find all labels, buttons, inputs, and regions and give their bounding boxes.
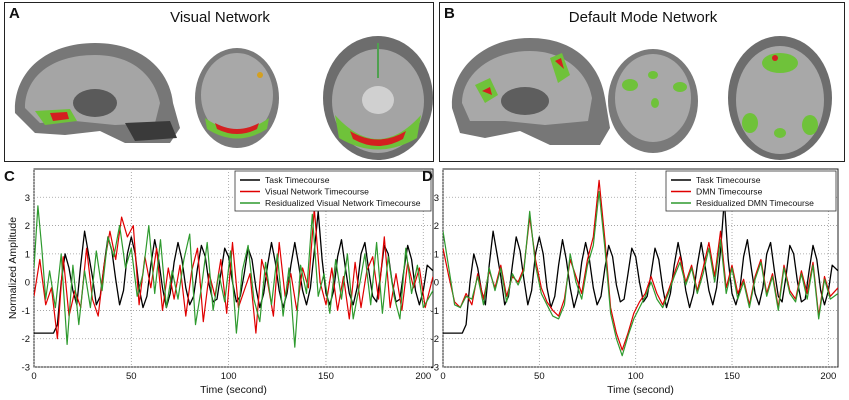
- x-tick-label: 100: [628, 371, 644, 382]
- y-tick-label: -3: [431, 363, 439, 374]
- axial-slice-image: [323, 36, 433, 160]
- legend-label-1: Task Timecourse: [265, 175, 330, 185]
- panel-b-letter: B: [444, 5, 455, 22]
- x-tick-label: 200: [415, 371, 431, 382]
- panel-letter: D: [422, 168, 433, 185]
- series-line-3: [34, 205, 433, 348]
- panel-a-box: A Visual Network: [4, 2, 434, 162]
- x-tick-label: 100: [221, 371, 237, 382]
- x-axis-label: Time (second): [200, 384, 267, 396]
- x-tick-label: 50: [534, 371, 545, 382]
- series-group: [443, 179, 838, 357]
- legend-label-2: DMN Timecourse: [696, 187, 763, 197]
- y-tick-label: 0: [434, 278, 439, 289]
- legend-label-1: Task Timecourse: [696, 175, 761, 185]
- y-tick-label: -1: [431, 306, 439, 317]
- x-tick-label: 50: [126, 371, 137, 382]
- y-tick-label: -2: [431, 334, 439, 345]
- panel-a-title: Visual Network: [170, 9, 270, 26]
- x-tick-label: 0: [31, 371, 36, 382]
- legend-box: [665, 170, 837, 212]
- coronal-slice-image: [195, 48, 279, 148]
- sagittal-slice-image: [451, 38, 610, 145]
- x-tick-label: 200: [820, 371, 836, 382]
- panel-b-brain-images: [451, 36, 832, 160]
- x-tick-label: 150: [318, 371, 334, 382]
- coronal-slice-image: [608, 49, 698, 153]
- chart-panel-c: -3 -2 -1 0 1 2 3 0 50 100 150 200 Time (second) C Task…: [4, 168, 434, 396]
- panel-a-letter: A: [9, 5, 20, 22]
- panel-b-title: Default Mode Network: [568, 9, 718, 26]
- y-tick-label: 0: [25, 278, 30, 289]
- legend-label-3: Residualized Visual Network Timecourse: [265, 198, 421, 208]
- y-tick-label: 1: [434, 249, 439, 260]
- panel-a-brain-images: [14, 36, 433, 160]
- y-tick-label: 2: [434, 221, 439, 232]
- y-tick-label: -2: [22, 334, 30, 345]
- y-tick-label: 3: [25, 193, 30, 204]
- sagittal-slice-image: [14, 43, 181, 143]
- series-line-3: [443, 191, 838, 357]
- x-axis-label: Time (second): [607, 384, 674, 396]
- panel-letter: C: [4, 168, 15, 185]
- x-tick-label: 0: [440, 371, 445, 382]
- y-tick-label: -3: [22, 363, 30, 374]
- legend-box: [234, 170, 432, 212]
- panel-b-box: B Default Mode Network: [439, 2, 845, 162]
- series-group: [34, 205, 433, 348]
- legend-label-2: Visual Network Timecourse: [265, 187, 369, 197]
- series-line-1: [443, 199, 838, 334]
- y-tick-label: -1: [22, 306, 30, 317]
- x-tick-label: 150: [724, 371, 740, 382]
- series-line-2: [34, 207, 433, 340]
- axial-slice-image: [728, 36, 832, 160]
- y-tick-label: 3: [434, 193, 439, 204]
- y-tick-label: 1: [25, 249, 30, 260]
- y-tick-label: 2: [25, 221, 30, 232]
- chart-panel-d: -3 -2 -1 0 1 2 3 0 50 100 150 200 Time (second) D Task…: [422, 168, 839, 396]
- legend-label-3: Residualized DMN Timecourse: [696, 198, 814, 208]
